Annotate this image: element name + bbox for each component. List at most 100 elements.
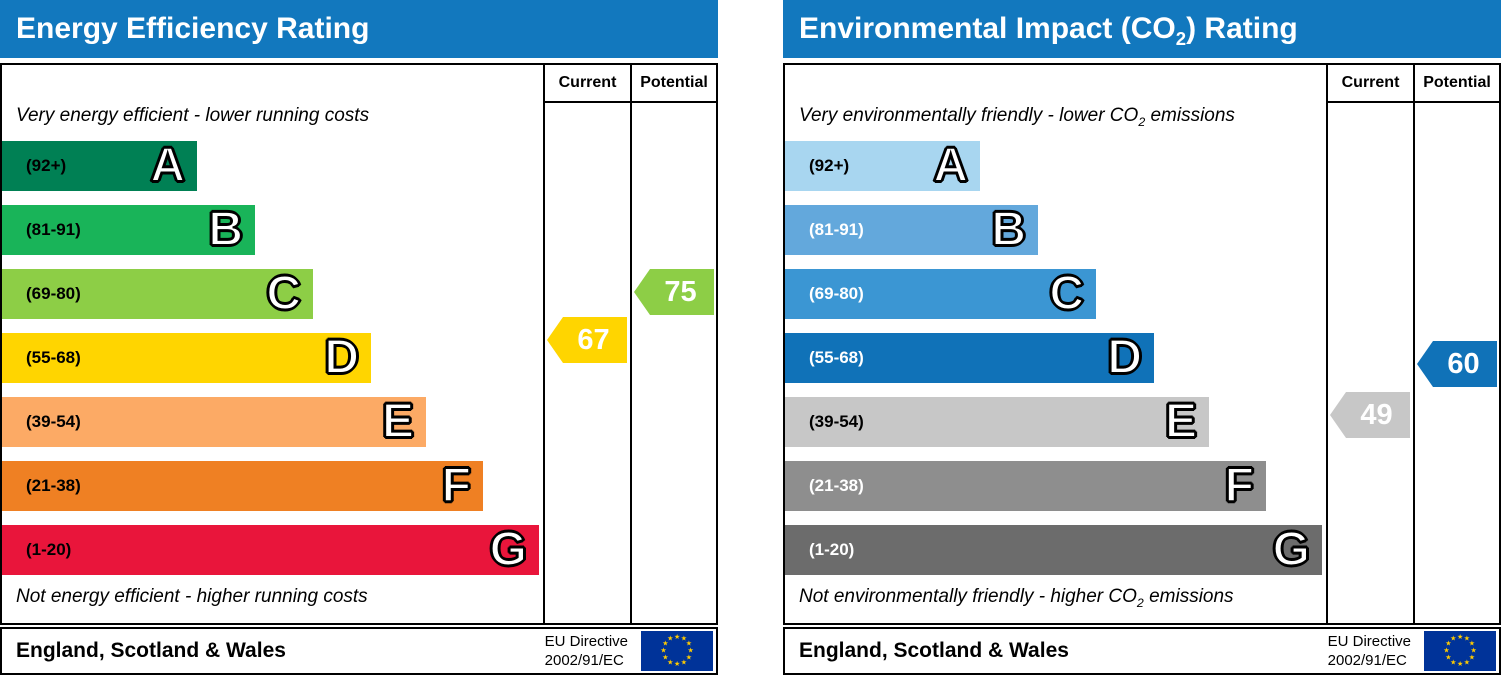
- band-range: (81-91): [26, 220, 81, 239]
- band-range: (1-20): [809, 540, 855, 559]
- potential-rating-arrow: 75: [634, 269, 714, 315]
- band-range: (39-54): [26, 412, 81, 431]
- title-sub: 2: [1175, 28, 1187, 49]
- band-range: (69-80): [26, 284, 81, 303]
- band-range: (21-38): [809, 476, 864, 495]
- environmental-impact-panel: Environmental Impact (CO2) Rating Curren…: [783, 0, 1501, 675]
- svg-text:★: ★: [1471, 647, 1477, 655]
- band-letter: F: [1224, 459, 1255, 512]
- band-letter: G: [1272, 523, 1311, 576]
- band-letter: D: [1106, 331, 1143, 384]
- potential-column-header: Potential: [640, 74, 708, 91]
- current-column-header: Current: [1341, 74, 1400, 91]
- band-range: (81-91): [809, 220, 864, 239]
- svg-text:★: ★: [1469, 640, 1475, 648]
- caption-sub: 2: [1136, 595, 1144, 610]
- band-range: (55-68): [26, 348, 81, 367]
- svg-text:★: ★: [1450, 658, 1456, 666]
- top-caption: Very environmentally friendly - lower CO…: [799, 105, 1235, 129]
- column-divider: [543, 65, 545, 623]
- panel-title: Energy Efficiency Rating: [0, 0, 718, 58]
- caption-text: Not energy efficient - higher running co…: [16, 586, 368, 607]
- rating-table: Current Potential Very environmentally f…: [783, 63, 1501, 625]
- band-letter: C: [265, 267, 302, 320]
- band-letter: G: [489, 523, 528, 576]
- caption-text: Not environmentally friendly - higher CO: [799, 586, 1137, 607]
- potential-rating-arrow: 60: [1417, 341, 1497, 387]
- column-divider: [1413, 65, 1415, 623]
- svg-text:★: ★: [1445, 653, 1451, 661]
- title-text: Energy Efficiency Rating: [16, 12, 370, 45]
- band-range: (92+): [26, 156, 67, 175]
- eu-flag-stars: ★ ★ ★ ★ ★ ★ ★ ★ ★ ★ ★ ★: [660, 633, 694, 668]
- band-letter: E: [1164, 395, 1198, 448]
- band-letter: A: [932, 139, 969, 192]
- band-e: (39-54) E: [785, 395, 1209, 448]
- eu-directive-label: EU Directive 2002/91/EC: [545, 632, 628, 670]
- potential-rating-value: 75: [664, 275, 697, 308]
- band-range: (55-68): [809, 348, 864, 367]
- band-g: (1-20) G: [2, 523, 539, 576]
- svg-text:★: ★: [674, 660, 680, 668]
- band-letter: D: [323, 331, 360, 384]
- band-range: (21-38): [26, 476, 81, 495]
- band-d: (55-68) D: [785, 331, 1154, 384]
- band-letter: B: [207, 203, 244, 256]
- band-letter: E: [381, 395, 415, 448]
- eu-directive-label: EU Directive 2002/91/EC: [1328, 632, 1411, 670]
- svg-text:★: ★: [1464, 635, 1470, 643]
- current-rating-arrow: 67: [547, 317, 627, 363]
- region-label: England, Scotland & Wales: [16, 639, 286, 662]
- footer: England, Scotland & Wales EU Directive 2…: [783, 627, 1501, 675]
- eu-directive-line2: 2002/91/EC: [1327, 652, 1407, 669]
- svg-text:★: ★: [1445, 640, 1451, 648]
- svg-text:★: ★: [681, 635, 687, 643]
- eu-flag-icon: ★ ★ ★ ★ ★ ★ ★ ★ ★ ★ ★ ★: [1424, 631, 1496, 671]
- potential-rating-value: 60: [1447, 347, 1480, 380]
- band-f: (21-38) F: [785, 459, 1266, 512]
- band-b: (81-91) B: [2, 203, 255, 256]
- svg-text:★: ★: [667, 635, 673, 643]
- current-rating-value: 67: [577, 323, 610, 356]
- band-e: (39-54) E: [2, 395, 426, 448]
- band-c: (69-80) C: [2, 267, 313, 320]
- svg-text:★: ★: [660, 647, 666, 655]
- svg-text:★: ★: [688, 647, 694, 655]
- current-rating-arrow: 49: [1330, 392, 1410, 438]
- band-range: (92+): [809, 156, 850, 175]
- band-letter: A: [149, 139, 186, 192]
- band-letter: B: [990, 203, 1027, 256]
- title-text: ) Rating: [1186, 12, 1298, 45]
- caption-text: Very energy efficient - lower running co…: [16, 105, 370, 126]
- bottom-caption: Not energy efficient - higher running co…: [16, 586, 368, 610]
- svg-text:★: ★: [1469, 653, 1475, 661]
- potential-column-header: Potential: [1423, 74, 1491, 91]
- band-f: (21-38) F: [2, 460, 483, 512]
- svg-text:★: ★: [1450, 635, 1456, 643]
- current-column-header: Current: [558, 74, 617, 91]
- band-range: (69-80): [809, 284, 864, 303]
- band-d: (55-68) D: [2, 331, 371, 384]
- caption-text: emissions: [1143, 586, 1234, 607]
- svg-text:★: ★: [674, 633, 680, 641]
- svg-text:★: ★: [667, 658, 673, 666]
- svg-text:★: ★: [681, 658, 687, 666]
- eu-directive-line1: EU Directive: [1327, 633, 1411, 650]
- eu-flag-icon: ★ ★ ★ ★ ★ ★ ★ ★ ★ ★ ★ ★: [641, 631, 713, 671]
- footer: England, Scotland & Wales EU Directive 2…: [0, 627, 718, 675]
- region-label: England, Scotland & Wales: [799, 639, 1069, 662]
- eu-flag-stars: ★ ★ ★ ★ ★ ★ ★ ★ ★ ★ ★ ★: [1443, 633, 1477, 668]
- column-divider: [1326, 65, 1328, 623]
- energy-efficiency-panel: Energy Efficiency Rating Current Potenti…: [0, 0, 718, 675]
- svg-text:★: ★: [1464, 658, 1470, 666]
- rating-table: Current Potential Very energy efficient …: [0, 63, 718, 625]
- header-row-divider: [1326, 101, 1499, 103]
- band-g: (1-20) G: [785, 523, 1322, 576]
- svg-text:★: ★: [1457, 660, 1463, 668]
- column-divider: [630, 65, 632, 623]
- svg-text:★: ★: [686, 653, 692, 661]
- eu-directive-line1: EU Directive: [544, 633, 628, 650]
- svg-text:★: ★: [686, 640, 692, 648]
- caption-text: emissions: [1145, 105, 1235, 126]
- band-letter: C: [1048, 267, 1085, 320]
